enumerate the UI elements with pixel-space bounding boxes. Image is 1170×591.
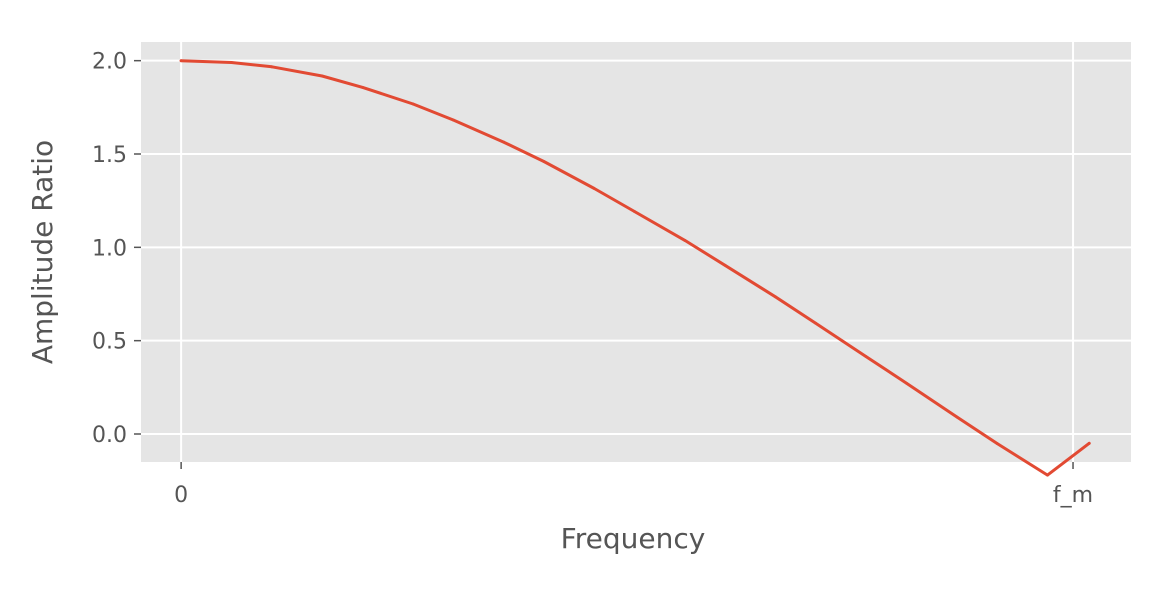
axis-ticks: 0.0 0.5 1.0 1.5 2.0 0 f_m [92, 50, 1093, 508]
y-tick-label-2: 1.0 [92, 236, 127, 261]
data-point-0-11 [683, 239, 687, 242]
data-point-0-5 [411, 102, 415, 106]
data-point-0-18 [995, 442, 999, 445]
grid-lines [141, 42, 1131, 462]
y-axis-label: Amplitude Ratio [26, 140, 59, 364]
data-point-0-14 [814, 321, 817, 325]
data-point-0-0 [179, 59, 183, 63]
data-point-0-2 [270, 65, 274, 69]
data-point-0-4 [361, 85, 365, 89]
data-point-0-20 [1087, 441, 1091, 445]
data-point-0-8 [542, 160, 546, 163]
data-point-0-1 [230, 61, 233, 64]
data-point-0-6 [451, 118, 455, 122]
data-point-0-19 [1046, 473, 1049, 477]
data-series [179, 59, 1091, 477]
x-tick-label-1: f_m [1053, 483, 1093, 508]
x-axis-label: Frequency [561, 522, 706, 555]
y-tick-label-1: 0.5 [92, 330, 127, 355]
data-point-0-16 [905, 381, 908, 385]
y-tick-label-0: 0.0 [92, 423, 127, 448]
data-point-0-13 [774, 295, 777, 299]
data-point-0-7 [502, 140, 506, 144]
data-point-0-15 [864, 355, 868, 358]
plot-area [141, 42, 1131, 462]
y-tick-label-3: 1.5 [92, 143, 127, 168]
data-point-0-3 [320, 74, 324, 78]
data-point-0-17 [955, 415, 959, 419]
x-tick-label-0: 0 [174, 483, 188, 508]
y-tick-label-4: 2.0 [92, 50, 127, 75]
data-point-0-12 [723, 263, 727, 267]
data-point-0-9 [592, 187, 596, 190]
data-point-0-10 [633, 210, 636, 213]
